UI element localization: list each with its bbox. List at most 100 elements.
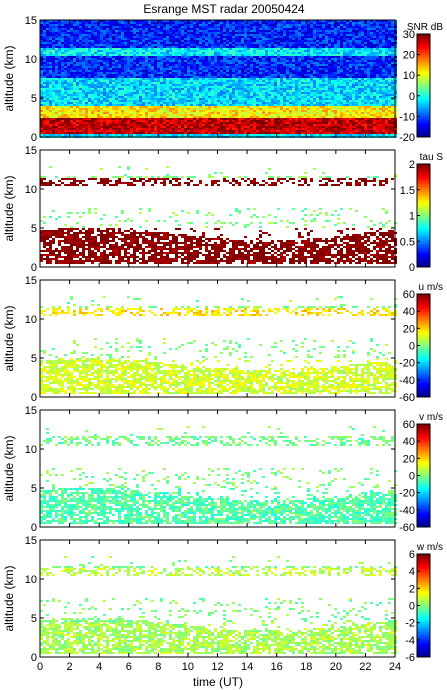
heatmap-cell	[292, 28, 295, 30]
heatmap-cell	[130, 36, 133, 38]
heatmap-cell	[292, 52, 295, 54]
heatmap-cell	[106, 66, 109, 68]
heatmap-cell	[124, 56, 127, 58]
heatmap-cell	[67, 62, 70, 64]
heatmap-cell	[82, 84, 85, 86]
heatmap-cell	[370, 90, 373, 92]
heatmap-cell	[247, 58, 250, 60]
heatmap-cell	[115, 52, 118, 54]
heatmap-cell	[160, 56, 163, 58]
heatmap-cell	[127, 36, 130, 38]
heatmap-cell	[271, 102, 274, 104]
heatmap-cell	[367, 78, 370, 80]
heatmap-cell	[133, 98, 136, 100]
heatmap-cell	[166, 64, 169, 66]
heatmap-cell	[259, 64, 262, 66]
heatmap-cell	[154, 42, 157, 44]
heatmap-cell	[232, 50, 235, 52]
heatmap-cell	[76, 74, 79, 76]
heatmap-cell	[97, 36, 100, 38]
heatmap-cell	[127, 86, 130, 88]
heatmap-cell	[175, 68, 178, 70]
heatmap-cell	[130, 94, 133, 96]
heatmap-cell	[343, 98, 346, 100]
heatmap-cell	[244, 100, 247, 102]
heatmap-cell	[274, 50, 277, 52]
heatmap-cell	[133, 46, 136, 48]
heatmap-cell	[145, 44, 148, 46]
heatmap-cell	[388, 20, 391, 22]
heatmap-cell	[232, 100, 235, 102]
heatmap-cell	[367, 96, 370, 98]
heatmap-cell	[253, 86, 256, 88]
heatmap-cell	[301, 96, 304, 98]
heatmap-cell	[373, 52, 376, 54]
heatmap-cell	[346, 76, 349, 78]
heatmap-cell	[271, 48, 274, 50]
heatmap-cell	[325, 28, 328, 30]
heatmap-cell	[40, 42, 43, 44]
heatmap-cell	[373, 74, 376, 76]
heatmap-cell	[109, 92, 112, 94]
heatmap-cell	[190, 78, 193, 80]
heatmap-cell	[361, 24, 364, 26]
heatmap-cell	[76, 22, 79, 24]
heatmap-cell	[286, 78, 289, 80]
heatmap-cell	[337, 68, 340, 70]
heatmap-cell	[295, 30, 298, 32]
heatmap-cell	[370, 38, 373, 40]
heatmap-cell	[100, 20, 103, 22]
heatmap-cell	[361, 50, 364, 52]
heatmap-cell	[223, 56, 226, 58]
heatmap-cell	[142, 50, 145, 52]
heatmap-cell	[364, 24, 367, 26]
heatmap-cell	[235, 84, 238, 86]
heatmap-cell	[139, 40, 142, 42]
heatmap-cell	[313, 56, 316, 58]
heatmap-cell	[79, 50, 82, 52]
heatmap-cell	[364, 58, 367, 60]
heatmap-cell	[43, 36, 46, 38]
heatmap-cell	[244, 22, 247, 24]
heatmap-cell	[61, 22, 64, 24]
heatmap-cell	[283, 84, 286, 86]
heatmap-cell	[175, 70, 178, 72]
heatmap-cell	[181, 22, 184, 24]
heatmap-cell	[175, 36, 178, 38]
heatmap-cell	[265, 54, 268, 56]
heatmap-cell	[79, 38, 82, 40]
heatmap-cell	[274, 48, 277, 50]
heatmap-cell	[151, 64, 154, 66]
heatmap-cell	[250, 68, 253, 70]
heatmap-cell	[298, 62, 301, 64]
heatmap-cell	[352, 44, 355, 46]
heatmap-cell	[229, 100, 232, 102]
heatmap-cell	[160, 32, 163, 34]
heatmap-cell	[256, 60, 259, 62]
heatmap-cell	[88, 94, 91, 96]
heatmap-cell	[256, 58, 259, 60]
heatmap-cell	[109, 62, 112, 64]
heatmap-cell	[205, 84, 208, 86]
heatmap-cell	[331, 88, 334, 90]
heatmap-cell	[292, 32, 295, 34]
heatmap-cell	[343, 48, 346, 50]
heatmap-cell	[64, 56, 67, 58]
heatmap-cell	[376, 74, 379, 76]
heatmap-cell	[382, 26, 385, 28]
heatmap-cell	[55, 72, 58, 74]
heatmap-cell	[247, 28, 250, 30]
heatmap-cell	[232, 70, 235, 72]
heatmap-cell	[235, 72, 238, 74]
heatmap-cell	[190, 64, 193, 66]
heatmap-cell	[139, 70, 142, 72]
heatmap-cell	[88, 50, 91, 52]
heatmap-cell	[259, 72, 262, 74]
heatmap-cell	[283, 32, 286, 34]
heatmap-cell	[268, 50, 271, 52]
heatmap-cell	[175, 102, 178, 104]
heatmap-cell	[181, 30, 184, 32]
heatmap-cell	[304, 64, 307, 66]
heatmap-cell	[244, 88, 247, 90]
heatmap-cell	[124, 100, 127, 102]
